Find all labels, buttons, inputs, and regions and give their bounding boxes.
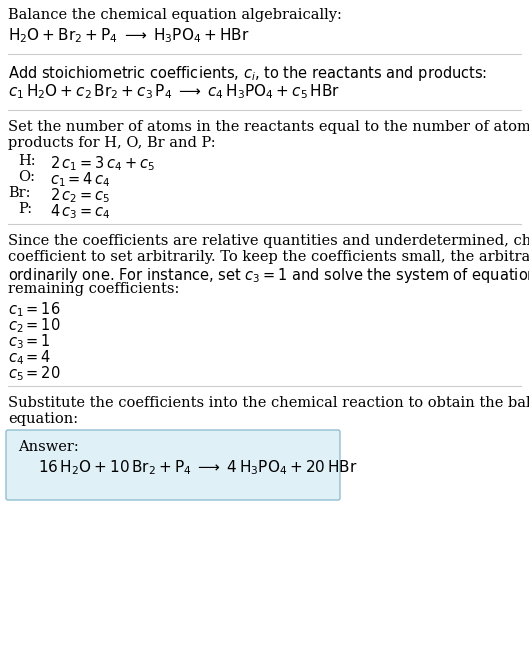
Text: Set the number of atoms in the reactants equal to the number of atoms in the: Set the number of atoms in the reactants… bbox=[8, 120, 529, 134]
Text: $2\,c_1 = 3\,c_4 + c_5$: $2\,c_1 = 3\,c_4 + c_5$ bbox=[50, 154, 155, 173]
Text: $16\, \mathrm{H_2O} + 10\, \mathrm{Br_2} + \mathrm{P_4} \;\longrightarrow\; 4\, : $16\, \mathrm{H_2O} + 10\, \mathrm{Br_2}… bbox=[38, 458, 358, 477]
Text: coefficient to set arbitrarily. To keep the coefficients small, the arbitrary va: coefficient to set arbitrarily. To keep … bbox=[8, 250, 529, 264]
Text: equation:: equation: bbox=[8, 412, 78, 426]
Text: $c_1 = 4\,c_4$: $c_1 = 4\,c_4$ bbox=[50, 170, 111, 189]
Text: $c_1\,\mathrm{H_2O} + c_2\,\mathrm{Br_2} + c_3\,\mathrm{P_4} \;\longrightarrow\;: $c_1\,\mathrm{H_2O} + c_2\,\mathrm{Br_2}… bbox=[8, 82, 340, 101]
Text: Br:: Br: bbox=[8, 186, 31, 200]
Text: $c_4 = 4$: $c_4 = 4$ bbox=[8, 348, 51, 367]
Text: $c_1 = 16$: $c_1 = 16$ bbox=[8, 300, 61, 319]
Text: products for H, O, Br and P:: products for H, O, Br and P: bbox=[8, 136, 216, 150]
Text: O:: O: bbox=[18, 170, 35, 184]
Text: P:: P: bbox=[18, 202, 32, 216]
Text: $c_2 = 10$: $c_2 = 10$ bbox=[8, 316, 61, 334]
Text: $2\,c_2 = c_5$: $2\,c_2 = c_5$ bbox=[50, 186, 111, 204]
FancyBboxPatch shape bbox=[6, 430, 340, 500]
Text: $c_3 = 1$: $c_3 = 1$ bbox=[8, 332, 51, 351]
Text: Substitute the coefficients into the chemical reaction to obtain the balanced: Substitute the coefficients into the che… bbox=[8, 396, 529, 410]
Text: remaining coefficients:: remaining coefficients: bbox=[8, 282, 179, 296]
Text: H:: H: bbox=[18, 154, 35, 168]
Text: $4\,c_3 = c_4$: $4\,c_3 = c_4$ bbox=[50, 202, 111, 221]
Text: Add stoichiometric coefficients, $c_i$, to the reactants and products:: Add stoichiometric coefficients, $c_i$, … bbox=[8, 64, 487, 83]
Text: ordinarily one. For instance, set $c_3 = 1$ and solve the system of equations fo: ordinarily one. For instance, set $c_3 =… bbox=[8, 266, 529, 285]
Text: $c_5 = 20$: $c_5 = 20$ bbox=[8, 364, 61, 382]
Text: Since the coefficients are relative quantities and underdetermined, choose a: Since the coefficients are relative quan… bbox=[8, 234, 529, 248]
Text: Answer:: Answer: bbox=[18, 440, 79, 454]
Text: Balance the chemical equation algebraically:: Balance the chemical equation algebraica… bbox=[8, 8, 342, 22]
Text: $\mathrm{H_2O + Br_2 + P_4 \;\longrightarrow\; H_3PO_4 + HBr}$: $\mathrm{H_2O + Br_2 + P_4 \;\longrighta… bbox=[8, 26, 250, 45]
